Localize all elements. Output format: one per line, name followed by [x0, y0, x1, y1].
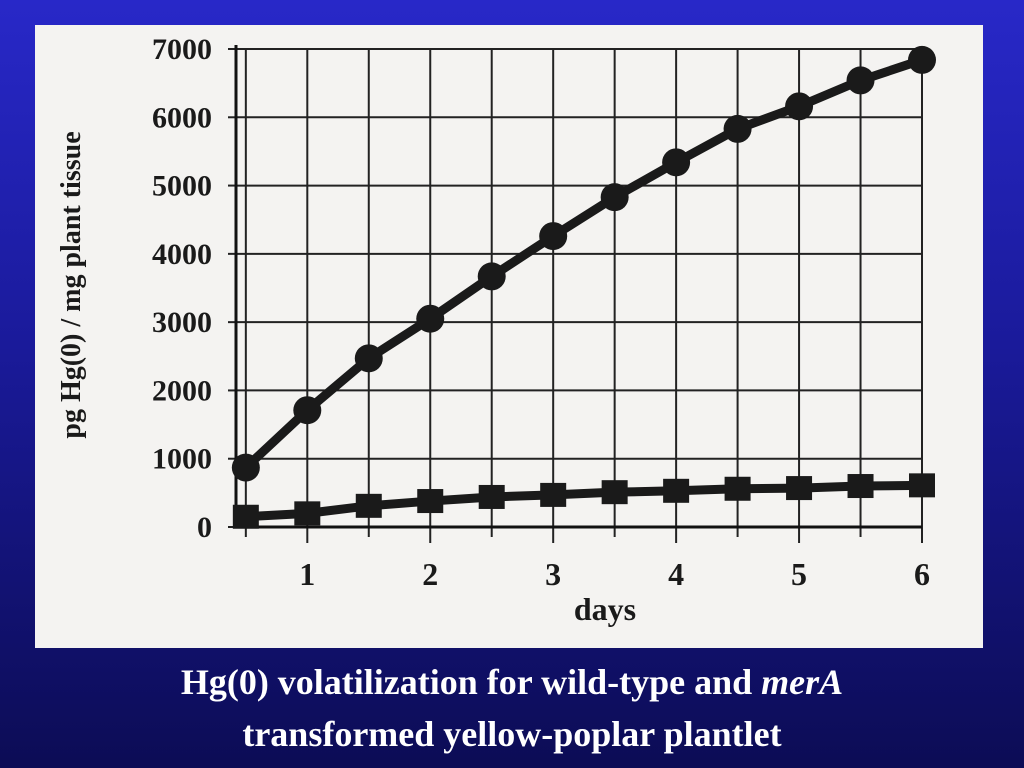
y-axis-label: pg Hg(0) / mg plant tissue	[56, 131, 87, 438]
x-tick-label: 5	[791, 556, 807, 592]
marker	[416, 304, 445, 333]
marker	[232, 504, 259, 529]
marker	[417, 489, 444, 514]
marker	[293, 396, 322, 425]
marker	[846, 66, 875, 95]
y-tick-label: 6000	[152, 101, 212, 134]
marker	[723, 114, 752, 143]
chart: days pg Hg(0) / mg plant tissue 0 1000 200…	[56, 33, 936, 627]
marker	[663, 478, 690, 503]
x-tick-label: 2	[422, 556, 438, 592]
marker	[478, 484, 505, 509]
y-tick-label: 1000	[152, 443, 212, 476]
caption: Hg(0) volatilization for wild-type and me…	[0, 656, 1024, 760]
x-tick-label: 4	[668, 556, 684, 592]
data-line	[242, 55, 924, 471]
x-tick-label: 3	[545, 556, 561, 592]
marker	[354, 344, 383, 373]
marker	[909, 473, 935, 498]
chart-panel	[35, 25, 983, 648]
y-tick-label: 3000	[152, 306, 212, 339]
marker	[540, 482, 567, 507]
marker	[786, 476, 813, 501]
marker	[355, 493, 382, 518]
x-tick-label: 1	[299, 556, 315, 592]
marker	[294, 501, 321, 526]
marker	[477, 262, 506, 291]
marker	[539, 222, 568, 251]
marker	[601, 480, 628, 505]
y-tick-label: 2000	[152, 374, 212, 407]
marker	[847, 474, 874, 499]
y-tick-label: 7000	[152, 33, 212, 66]
marker	[600, 183, 629, 212]
caption-text: Hg(0) volatilization for wild-type and	[180, 662, 753, 702]
marker	[662, 148, 691, 177]
data-line	[245, 480, 923, 522]
caption-line: transformed yellow-poplar plantlet	[242, 714, 782, 754]
marker	[231, 453, 260, 482]
marker	[908, 45, 936, 74]
caption-line: Hg(0) volatilization for wild-type and me…	[0, 656, 1024, 708]
marker	[785, 92, 814, 121]
y-tick-label: 5000	[152, 170, 212, 203]
y-tick-label: 4000	[152, 238, 212, 271]
marker	[724, 476, 751, 501]
y-tick-label: 0	[197, 511, 212, 544]
caption-italic: merA	[761, 662, 844, 702]
x-tick-label: 6	[914, 556, 930, 592]
x-axis-label: days	[574, 591, 636, 627]
